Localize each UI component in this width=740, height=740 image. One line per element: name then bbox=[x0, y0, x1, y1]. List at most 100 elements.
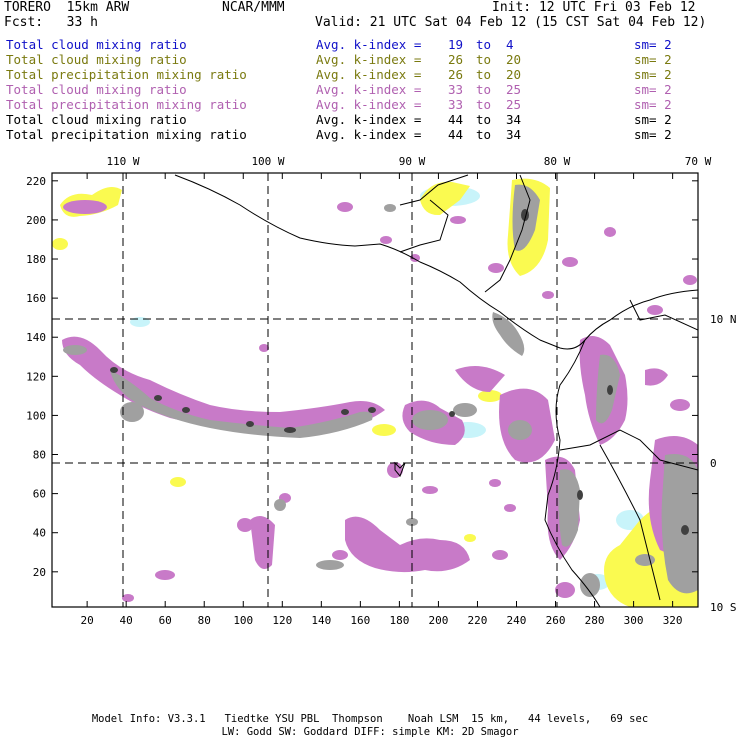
legend-field: Total precipitation mixing ratio bbox=[6, 97, 247, 112]
latitude-label: 10 S bbox=[710, 601, 737, 614]
coastlines bbox=[174, 174, 698, 607]
x-tick-label: 40 bbox=[120, 614, 133, 627]
init-time: Init: 12 UTC Fri 03 Feb 12 bbox=[492, 0, 696, 15]
model-info-line: Model Info: V3.3.1 Tiedtke YSU PBL Thomp… bbox=[91, 713, 649, 725]
longitude-label: 70 W bbox=[685, 155, 712, 168]
legend-sm: sm= 2 bbox=[634, 97, 672, 112]
legend-to: 4 bbox=[506, 37, 514, 52]
y-tick-label: 80 bbox=[33, 449, 46, 462]
x-tick-label: 120 bbox=[272, 614, 292, 627]
legend-field: Total precipitation mixing ratio bbox=[6, 127, 247, 142]
legend-row: Total precipitation mixing ratio Avg. k-i… bbox=[6, 67, 736, 82]
legend-to: 25 bbox=[506, 97, 522, 112]
x-tick-label: 20 bbox=[81, 614, 94, 627]
y-tick-label: 220 bbox=[26, 175, 46, 188]
legend-kindex: Avg. k-index = bbox=[316, 112, 422, 127]
y-axis-ticks: 20 40 60 80 100 120 140 160 180 200 220 bbox=[26, 175, 698, 579]
x-tick-label: 180 bbox=[389, 614, 409, 627]
longitude-label: 90 W bbox=[399, 155, 426, 168]
legend-from: 44 bbox=[448, 127, 464, 142]
legend-from: 44 bbox=[448, 112, 464, 127]
legend-from: 33 bbox=[448, 97, 464, 112]
legend-from: 26 bbox=[448, 67, 464, 82]
legend-to-word: to bbox=[476, 127, 492, 142]
legend-to: 34 bbox=[506, 127, 522, 142]
latitude-labels: 10 N 0 10 S bbox=[710, 313, 737, 614]
legend-to-word: to bbox=[476, 37, 492, 52]
x-tick-label: 160 bbox=[350, 614, 370, 627]
legend-to: 34 bbox=[506, 112, 522, 127]
legend-sm: sm= 2 bbox=[634, 127, 672, 142]
legend-to-word: to bbox=[476, 97, 492, 112]
legend-row: Total cloud mixing ratio Avg. k-index = 44… bbox=[6, 112, 736, 127]
model-name: TORERO 15km ARW bbox=[4, 0, 130, 15]
legend-kindex: Avg. k-index = bbox=[316, 52, 422, 67]
y-tick-label: 180 bbox=[26, 253, 46, 266]
y-tick-label: 40 bbox=[33, 527, 46, 540]
legend-field: Total precipitation mixing ratio bbox=[6, 67, 247, 82]
legend-from: 19 bbox=[448, 37, 464, 52]
x-axis-ticks: 20 40 60 80 100 120 140 160 180 200 220 240 260 280 30… bbox=[81, 173, 683, 627]
x-tick-label: 60 bbox=[159, 614, 172, 627]
longitude-label: 100 W bbox=[251, 155, 284, 168]
legend-row: Total cloud mixing ratio Avg. k-index = 33… bbox=[6, 82, 736, 97]
legend-kindex: Avg. k-index = bbox=[316, 127, 422, 142]
valid-time: Valid: 21 UTC Sat 04 Feb 12 (15 CST Sat … bbox=[315, 15, 707, 30]
legend-field: Total cloud mixing ratio bbox=[6, 82, 187, 97]
legend-to-word: to bbox=[476, 112, 492, 127]
legend-to-word: to bbox=[476, 52, 492, 67]
x-tick-label: 320 bbox=[663, 614, 683, 627]
legend-row: Total precipitation mixing ratio Avg. k-i… bbox=[6, 97, 736, 112]
latitude-label: 10 N bbox=[710, 313, 737, 326]
longitude-label: 80 W bbox=[544, 155, 571, 168]
legend-kindex: Avg. k-index = bbox=[316, 82, 422, 97]
legend-field: Total cloud mixing ratio bbox=[6, 37, 187, 52]
forecast-hour: Fcst: 33 h bbox=[4, 15, 98, 30]
legend-kindex: Avg. k-index = bbox=[316, 37, 422, 52]
x-tick-label: 280 bbox=[585, 614, 605, 627]
y-tick-label: 20 bbox=[33, 566, 46, 579]
y-tick-label: 60 bbox=[33, 488, 46, 501]
cloud-fields bbox=[52, 178, 698, 607]
y-tick-label: 120 bbox=[26, 370, 46, 383]
plot-frame bbox=[51, 172, 699, 608]
x-tick-label: 80 bbox=[198, 614, 211, 627]
legend-from: 33 bbox=[448, 82, 464, 97]
legend-to-word: to bbox=[476, 67, 492, 82]
legend-to: 25 bbox=[506, 82, 522, 97]
legend-kindex: Avg. k-index = bbox=[316, 97, 422, 112]
legend-row: Total cloud mixing ratio Avg. k-index = 26… bbox=[6, 52, 736, 67]
legend-from: 26 bbox=[448, 52, 464, 67]
latitude-label: 0 bbox=[710, 457, 717, 470]
legend-sm: sm= 2 bbox=[634, 67, 672, 82]
legend-sm: sm= 2 bbox=[634, 37, 672, 52]
legend-field: Total cloud mixing ratio bbox=[6, 52, 187, 67]
longitude-labels: 110 W 100 W 90 W 80 W 70 W bbox=[106, 155, 711, 168]
legend-kindex: Avg. k-index = bbox=[316, 67, 422, 82]
physics-info-line: LW: Godd SW: Goddard DIFF: simple KM: 2D… bbox=[221, 726, 519, 738]
legend-sm: sm= 2 bbox=[634, 112, 672, 127]
legend-field: Total cloud mixing ratio bbox=[6, 112, 187, 127]
y-tick-label: 160 bbox=[26, 292, 46, 305]
lat-lon-grid bbox=[52, 173, 698, 607]
x-tick-label: 260 bbox=[546, 614, 566, 627]
legend-to: 20 bbox=[506, 52, 522, 67]
legend-to-word: to bbox=[476, 82, 492, 97]
y-tick-label: 140 bbox=[26, 331, 46, 344]
y-tick-label: 100 bbox=[26, 409, 46, 422]
legend-row: Total precipitation mixing ratio Avg. k-i… bbox=[6, 127, 736, 142]
legend-sm: sm= 2 bbox=[634, 82, 672, 97]
x-tick-label: 220 bbox=[468, 614, 488, 627]
x-tick-label: 240 bbox=[507, 614, 527, 627]
x-tick-label: 300 bbox=[624, 614, 644, 627]
y-tick-label: 200 bbox=[26, 214, 46, 227]
legend-sm: sm= 2 bbox=[634, 52, 672, 67]
legend-row: Total cloud mixing ratio Avg. k-index = 19… bbox=[6, 37, 736, 52]
x-tick-label: 100 bbox=[233, 614, 253, 627]
legend-to: 20 bbox=[506, 67, 522, 82]
x-tick-label: 200 bbox=[428, 614, 448, 627]
model-center: NCAR/MMM bbox=[222, 0, 285, 15]
x-tick-label: 140 bbox=[311, 614, 331, 627]
longitude-label: 110 W bbox=[106, 155, 139, 168]
